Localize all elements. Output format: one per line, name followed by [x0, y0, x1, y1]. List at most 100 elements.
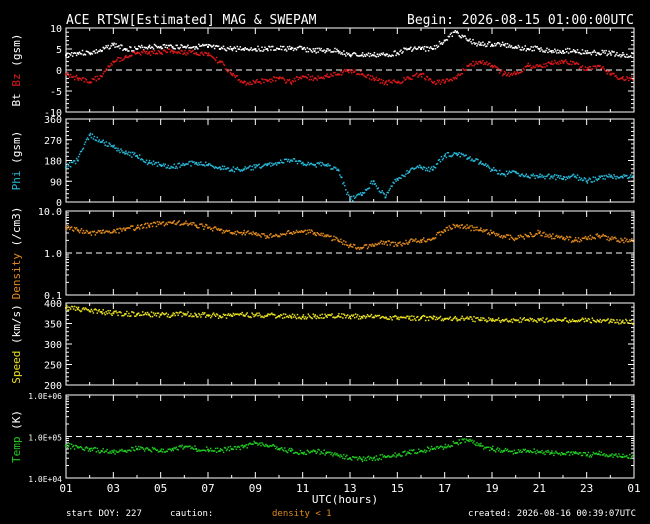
fill-point	[278, 315, 281, 318]
fill-point	[304, 75, 307, 78]
fill-point	[96, 312, 99, 314]
fill-point	[226, 167, 229, 169]
fill-point	[215, 228, 218, 230]
fill-point	[565, 320, 568, 322]
fill-point	[428, 170, 431, 173]
fill-point	[208, 54, 211, 56]
fill-point	[201, 223, 203, 225]
fill-point	[496, 319, 499, 321]
fill-point	[434, 236, 437, 239]
fill-point	[383, 317, 386, 319]
fill-point	[241, 444, 244, 447]
fill-point	[269, 46, 271, 48]
fill-point	[359, 70, 362, 72]
fill-point	[462, 439, 464, 441]
fill-point	[423, 166, 426, 169]
begin-time: Begin: 2026-08-15 01:00:00UTC	[407, 13, 634, 28]
fill-point	[190, 447, 192, 450]
fill-point	[240, 169, 243, 171]
fill-point	[78, 51, 81, 54]
fill-point	[177, 221, 179, 223]
fill-point	[262, 316, 264, 318]
fill-point	[517, 319, 520, 321]
fill-point	[483, 229, 485, 231]
fill-point	[295, 451, 298, 454]
fill-point	[359, 457, 362, 460]
data-point	[408, 241, 411, 244]
fill-point	[543, 451, 545, 454]
fill-point	[444, 39, 447, 41]
fill-point	[568, 236, 571, 238]
fill-point	[399, 177, 401, 179]
fill-point	[570, 175, 573, 177]
fill-point	[569, 451, 572, 454]
fill-point	[178, 445, 180, 448]
data-point	[538, 48, 541, 50]
fill-point	[611, 176, 613, 178]
fill-point	[546, 317, 548, 320]
fill-point	[571, 61, 574, 63]
fill-point	[388, 318, 390, 321]
fill-point	[140, 314, 143, 316]
data-point	[337, 50, 340, 53]
fill-point	[176, 222, 178, 224]
fill-point	[516, 172, 519, 175]
fill-point	[132, 311, 134, 313]
fill-point	[115, 450, 117, 452]
fill-point	[452, 153, 455, 156]
fill-point	[546, 235, 548, 238]
fill-point	[265, 315, 267, 317]
fill-point	[133, 312, 135, 314]
fill-point	[388, 54, 390, 56]
fill-point	[452, 318, 455, 320]
fill-point	[608, 322, 610, 324]
fill-point	[620, 175, 622, 178]
fill-point	[599, 65, 601, 67]
fill-point	[366, 54, 369, 56]
fill-point	[132, 446, 134, 449]
fill-point	[293, 314, 296, 316]
fill-point	[375, 243, 378, 246]
fill-point	[84, 141, 87, 143]
fill-point	[136, 51, 139, 54]
fill-point	[194, 163, 196, 165]
fill-point	[113, 61, 115, 64]
fill-point	[152, 448, 155, 450]
fill-point	[359, 54, 362, 57]
fill-point	[454, 226, 457, 229]
fill-point	[118, 45, 120, 47]
fill-point	[308, 48, 311, 50]
fill-point	[154, 53, 157, 55]
fill-point	[363, 459, 366, 461]
fill-point	[268, 79, 270, 82]
fill-point	[281, 233, 284, 235]
fill-point	[600, 451, 602, 454]
fill-point	[347, 191, 349, 194]
data-point	[396, 81, 399, 84]
fill-point	[547, 320, 549, 323]
fill-point	[534, 451, 536, 453]
fill-point	[602, 51, 604, 54]
fill-point	[309, 231, 312, 234]
fill-point	[495, 232, 498, 235]
fill-point	[74, 309, 77, 311]
fill-point	[566, 236, 569, 239]
fill-point	[299, 45, 302, 48]
fill-point	[490, 446, 492, 449]
y-axis-label-part: Density	[10, 253, 23, 300]
fill-point	[109, 309, 111, 312]
fill-point	[141, 51, 144, 54]
fill-point	[110, 62, 112, 65]
fill-point	[422, 237, 425, 239]
fill-point	[579, 238, 582, 241]
fill-point	[373, 51, 376, 54]
fill-point	[363, 53, 366, 56]
fill-point	[97, 50, 100, 53]
fill-point	[575, 62, 578, 64]
fill-point	[96, 75, 99, 78]
fill-point	[155, 52, 158, 54]
fill-point	[130, 151, 132, 154]
fill-point	[572, 61, 575, 63]
fill-point	[632, 175, 634, 177]
